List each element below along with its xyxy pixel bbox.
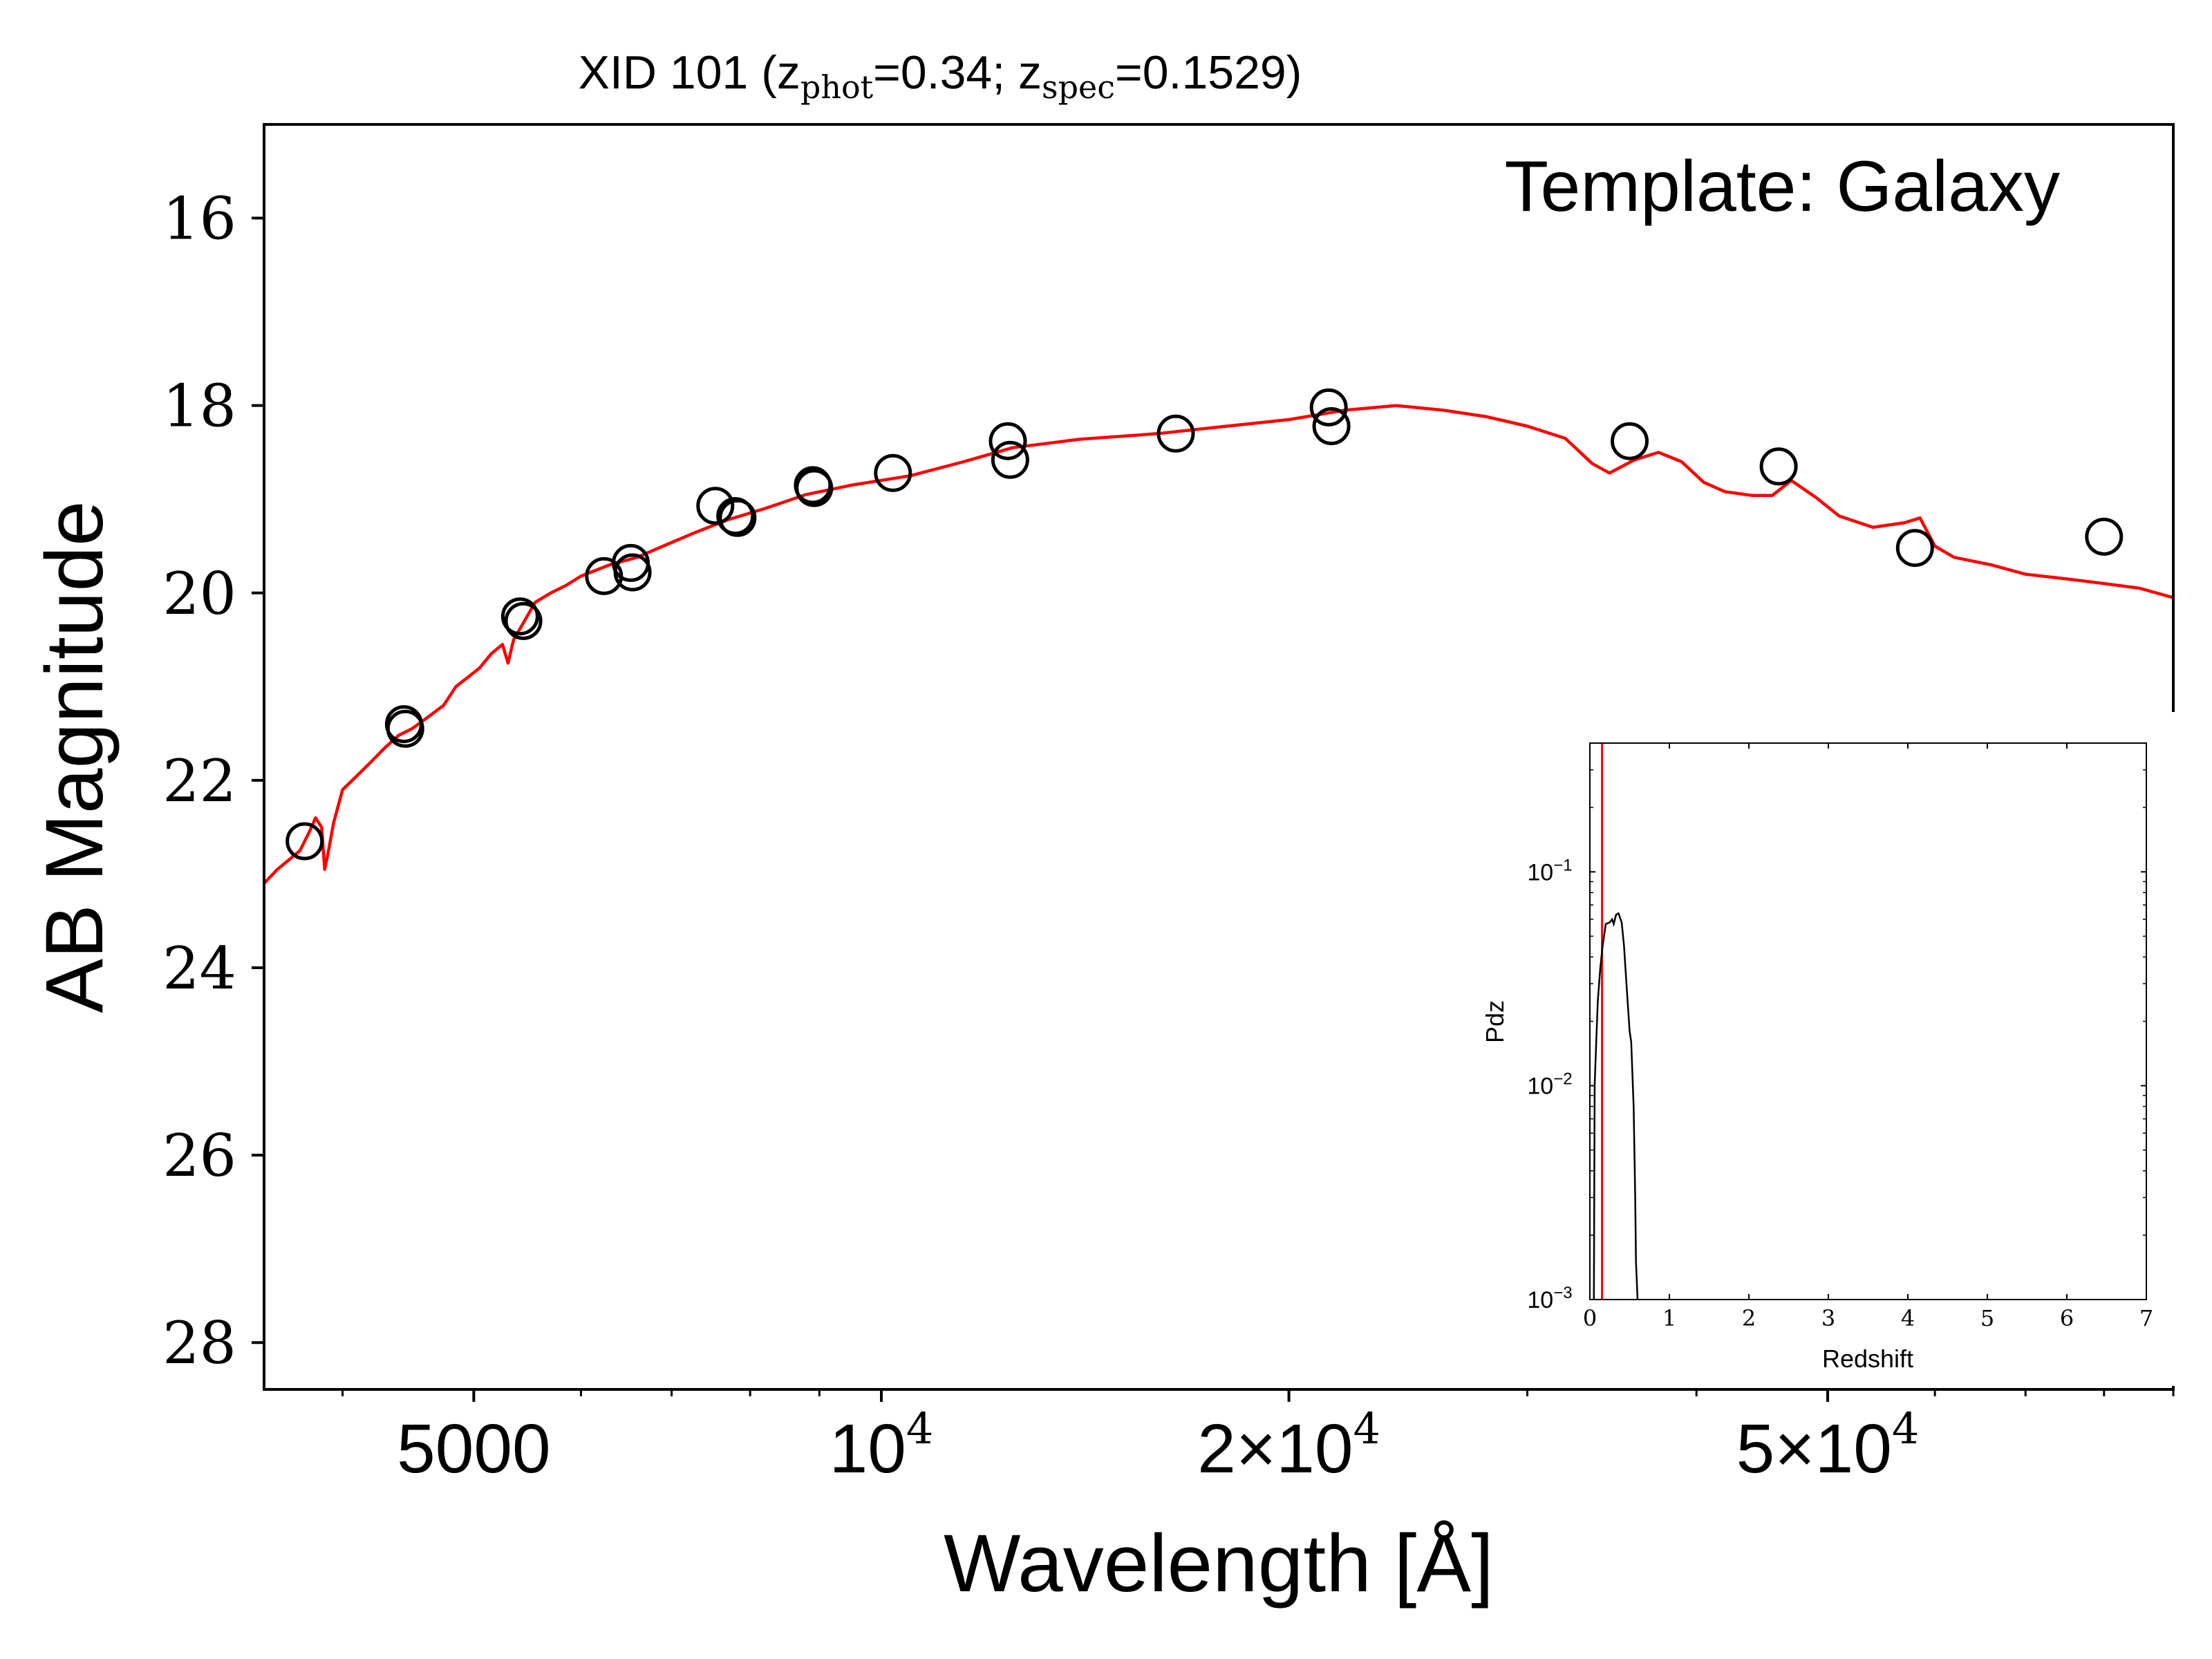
y-tick-label: 16 xyxy=(162,185,236,253)
inset-x-tick-label: 4 xyxy=(1901,1305,1915,1331)
photometry-point xyxy=(386,709,424,748)
y-tick-label: 22 xyxy=(162,747,236,815)
inset-x-tick-label: 7 xyxy=(2139,1305,2153,1331)
pdz-curve xyxy=(1593,912,1639,1300)
photometry-point xyxy=(1309,388,1348,427)
x-tick-label: 5000 xyxy=(397,1410,550,1488)
x-tick-label: 104 xyxy=(830,1403,934,1488)
photometry-point xyxy=(285,822,324,861)
photometry-point xyxy=(1312,407,1351,445)
y-tick-label: 28 xyxy=(162,1309,236,1377)
x-tick-label: 5×104 xyxy=(1736,1403,1920,1488)
y-tick-label: 18 xyxy=(162,373,236,440)
template-annotation: Template: Galaxy xyxy=(1505,147,2060,227)
inset-y-tick-label: 10−2 xyxy=(1527,1070,1572,1100)
y-tick-label: 26 xyxy=(162,1122,236,1190)
x-tick-label: 2×104 xyxy=(1197,1403,1380,1488)
photometry-point xyxy=(874,453,912,492)
inset-x-axis-label: Redshift xyxy=(1822,1344,1913,1373)
inset-x-tick-label: 2 xyxy=(1742,1305,1756,1331)
photometry-point xyxy=(1156,414,1195,453)
photometry-point xyxy=(1895,529,1934,568)
photometry-point xyxy=(1611,422,1649,460)
y-tick-label: 24 xyxy=(162,935,236,1002)
y-tick-label: 20 xyxy=(162,560,236,628)
inset-x-tick-label: 6 xyxy=(2060,1305,2074,1331)
photometry-point xyxy=(988,422,1027,460)
photometry-point xyxy=(718,498,757,537)
x-axis-label: Wavelength [Å] xyxy=(944,1518,1494,1609)
main-chart: XID 101 (zphot=0.34; zspec=0.1529) 16182… xyxy=(29,46,2175,1609)
inset-x-tick-label: 3 xyxy=(1821,1305,1835,1331)
y-axis-label: AB Magnitude xyxy=(29,500,120,1013)
inset-x-tick-label: 0 xyxy=(1583,1305,1597,1331)
inset-y-tick-label: 10−3 xyxy=(1527,1284,1572,1313)
chart-title: XID 101 (zphot=0.34; zspec=0.1529) xyxy=(579,46,1302,106)
inset-background xyxy=(1472,712,2177,1386)
title-spec-subscript: spec xyxy=(1042,68,1115,106)
photometry-point xyxy=(1759,447,1798,486)
title-spec-value: =0.1529) xyxy=(1115,46,1302,99)
title-prefix: XID 101 (z xyxy=(579,46,800,99)
photometry-point xyxy=(991,440,1029,479)
inset-x-tick-label: 5 xyxy=(1980,1305,1994,1331)
title-phot-subscript: phot xyxy=(800,68,874,106)
photometry-point xyxy=(696,487,735,525)
inset-y-axis-label: Pdz xyxy=(1481,1000,1509,1043)
photometry-point xyxy=(504,601,543,640)
inset-x-tick-label: 1 xyxy=(1662,1305,1676,1331)
photometry-point xyxy=(795,469,834,507)
inset-chart: 0 1 2 3 4 5 6 7 10−3 10−2 10−1 Redshift Pdz xyxy=(1472,712,2177,1386)
photometry-point xyxy=(500,597,539,636)
photometry-point xyxy=(613,553,652,592)
title-phot-value: =0.34; z xyxy=(873,46,1042,99)
inset-y-tick-label: 10−1 xyxy=(1527,856,1572,885)
photometry-point xyxy=(2085,517,2124,556)
